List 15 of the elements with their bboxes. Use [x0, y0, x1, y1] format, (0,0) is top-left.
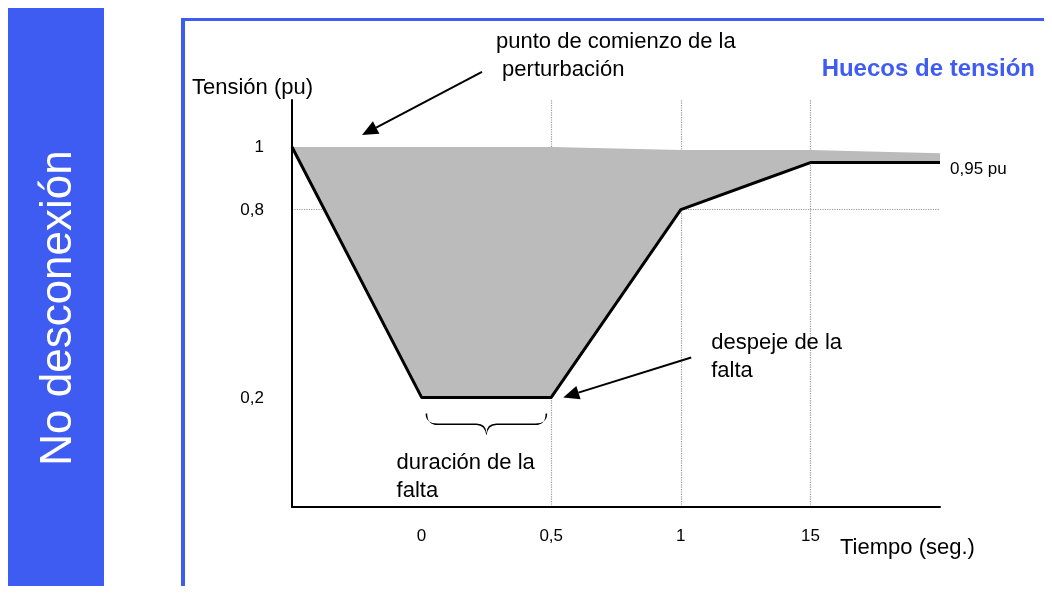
- y-tick-label: 0,8: [240, 200, 264, 220]
- side-panel: No desconexión: [8, 8, 104, 586]
- annotation: despeje de la falta: [711, 328, 849, 382]
- annotation: duración de la falta: [396, 448, 541, 502]
- x-tick-label: 1: [676, 526, 686, 545]
- chart-title: Huecos de tensión: [821, 53, 1035, 81]
- x-axis-title: Tiempo (seg.): [840, 533, 975, 559]
- text: punto de comienzo de la perturbación: [496, 28, 737, 82]
- y-tick-label: 1: [254, 137, 264, 157]
- x-tick-label: 15: [800, 526, 820, 545]
- y-axis-title: Tensión (pu): [192, 73, 314, 99]
- x-tick-label: 0,5: [539, 526, 564, 545]
- text: 0,95 pu: [950, 159, 1007, 179]
- y-tick-label: 0,2: [240, 387, 264, 407]
- x-tick-label: 0: [416, 526, 427, 545]
